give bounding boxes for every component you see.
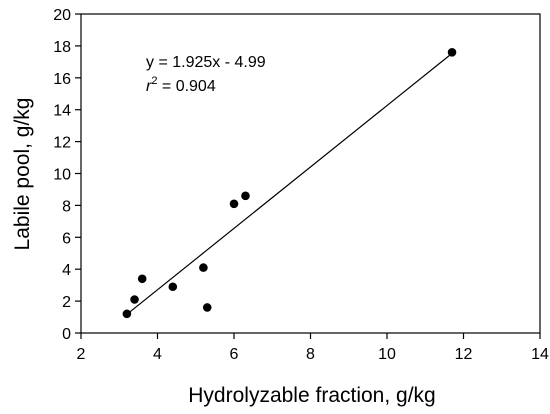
x-tick-label: 2 [77, 346, 86, 363]
y-tick-label: 12 [53, 135, 71, 152]
x-axis-title: Hydrolyzable fraction, g/kg [188, 384, 435, 407]
x-tick-label: 12 [455, 346, 473, 363]
data-point [202, 303, 212, 312]
y-tick-label: 8 [62, 198, 71, 215]
data-point [130, 295, 139, 304]
y-axis-ticks: 0 2 4 6 8 10 12 14 16 18 20 [53, 7, 81, 343]
data-point [137, 274, 147, 284]
y-tick-label: 0 [62, 326, 71, 343]
x-tick-label: 6 [230, 346, 239, 363]
data-point [241, 191, 250, 201]
data-points [122, 47, 457, 319]
data-point [122, 309, 132, 319]
y-tick-label: 20 [53, 7, 71, 24]
regression-line [126, 52, 453, 315]
y-tick-label: 10 [53, 167, 71, 184]
x-axis-ticks: 2 4 6 8 10 12 14 [77, 333, 549, 363]
regression-equation: y = 1.925x - 4.99 [146, 54, 266, 71]
y-tick-label: 6 [62, 230, 71, 247]
x-tick-label: 10 [378, 346, 396, 363]
y-tick-label: 14 [53, 103, 71, 120]
data-point [447, 47, 457, 57]
r-squared-label: r2 = 0.904 [146, 75, 216, 95]
data-point [229, 199, 239, 209]
y-tick-label: 18 [53, 39, 71, 56]
x-tick-label: 8 [306, 346, 315, 363]
data-point [168, 282, 178, 292]
y-tick-label: 2 [62, 294, 71, 311]
y-tick-label: 4 [62, 262, 71, 279]
data-point [199, 263, 208, 272]
y-axis-title: Labile pool, g/kg [11, 98, 34, 251]
y-tick-label: 16 [53, 71, 71, 88]
x-tick-label: 4 [153, 346, 162, 363]
x-tick-label: 14 [531, 346, 549, 363]
